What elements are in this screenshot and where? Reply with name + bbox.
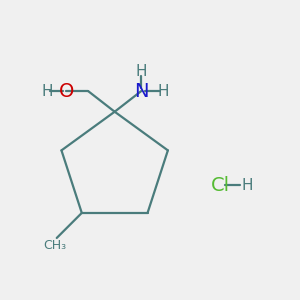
Text: H: H <box>41 84 53 99</box>
Text: CH₃: CH₃ <box>44 239 67 252</box>
Text: O: O <box>58 82 74 100</box>
Text: H: H <box>135 64 147 80</box>
Text: N: N <box>134 82 148 100</box>
Text: Cl: Cl <box>211 176 230 195</box>
Text: H: H <box>242 178 253 193</box>
Text: H: H <box>158 84 169 99</box>
